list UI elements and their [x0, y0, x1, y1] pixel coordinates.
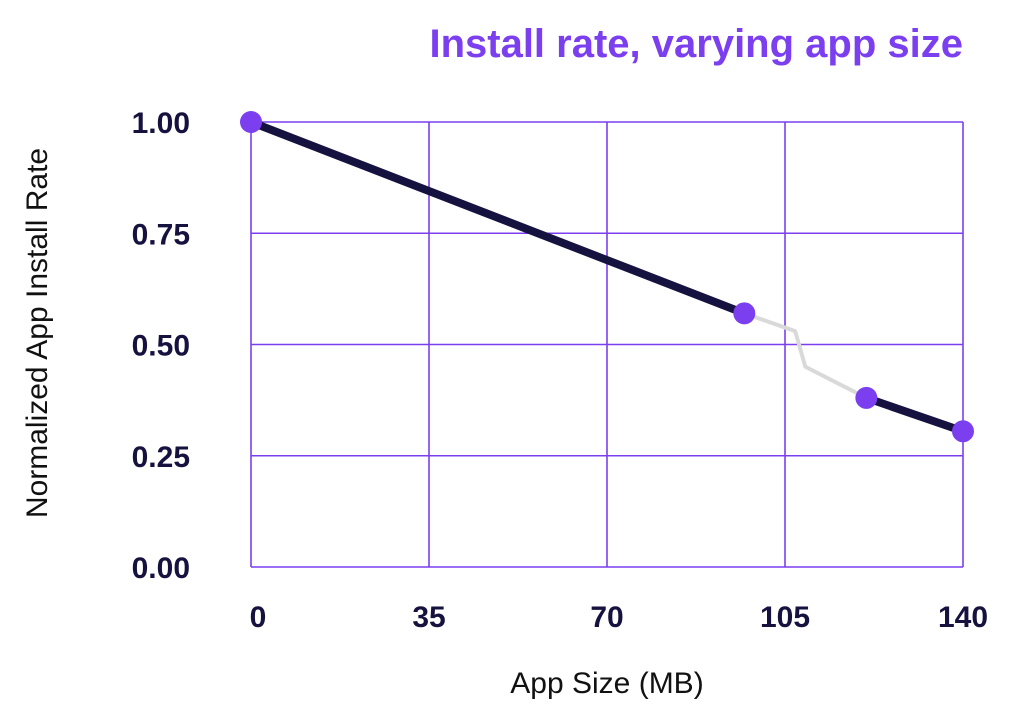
data-markers — [240, 111, 974, 443]
data-point-marker — [952, 420, 974, 443]
chart-title: Install rate, varying app size — [429, 22, 963, 66]
series-line-dark — [247, 118, 749, 318]
x-axis-label: App Size (MB) — [510, 667, 703, 700]
y-axis-label: Normalized App Install Rate — [21, 148, 54, 518]
grid — [250, 121, 964, 568]
series-lines — [247, 118, 967, 436]
series-line-dark — [862, 393, 967, 436]
x-tick-label: 0 — [250, 601, 267, 634]
data-point-marker — [733, 302, 756, 325]
y-tick-label: 0.00 — [132, 552, 190, 585]
series-line-gray — [742, 311, 869, 400]
data-point-marker — [240, 111, 262, 133]
x-tick-labels: 0 35 70 105 140 — [250, 601, 988, 634]
x-tick-label: 105 — [760, 601, 810, 634]
y-tick-label: 0.75 — [132, 218, 190, 251]
y-tick-labels: 0.00 0.25 0.50 0.75 1.00 — [132, 107, 190, 585]
y-tick-label: 0.25 — [132, 441, 190, 474]
data-point-marker — [855, 386, 878, 409]
y-tick-label: 1.00 — [132, 107, 190, 140]
x-tick-label: 35 — [412, 601, 445, 634]
y-tick-label: 0.50 — [132, 330, 190, 363]
x-tick-label: 140 — [938, 601, 988, 634]
x-tick-label: 70 — [590, 601, 623, 634]
